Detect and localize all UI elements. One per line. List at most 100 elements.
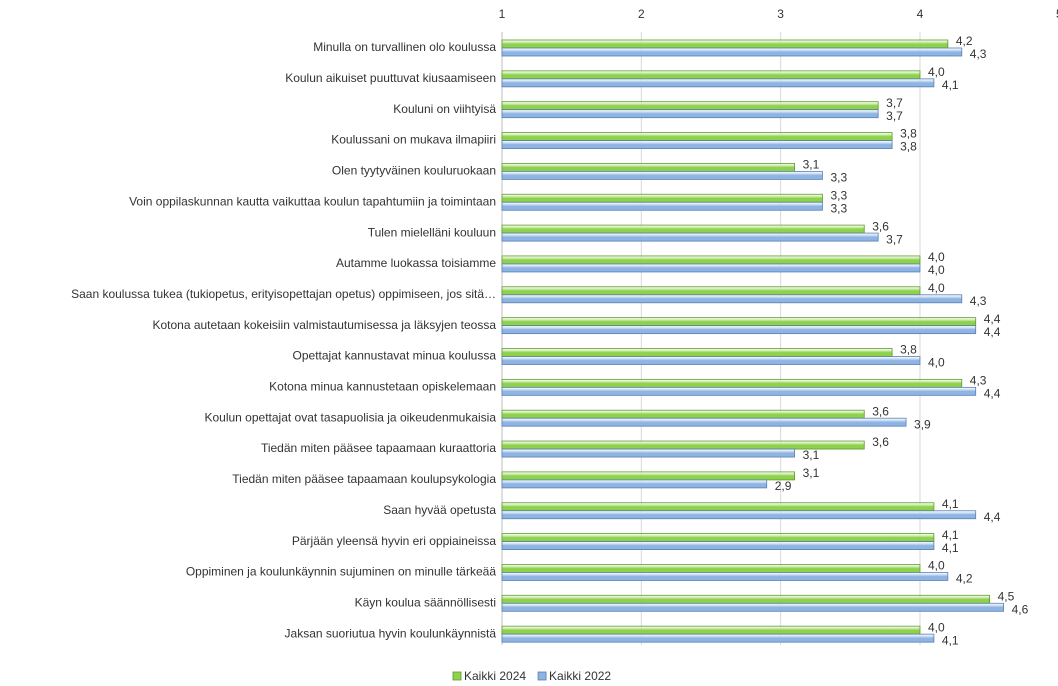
category-label: Opettajat kannustavat minua koulussa bbox=[293, 349, 497, 363]
bar bbox=[501, 572, 949, 581]
value-label: 4,6 bbox=[1012, 602, 1029, 616]
bar bbox=[501, 232, 879, 242]
bar bbox=[501, 78, 935, 88]
value-label: 3,6 bbox=[872, 435, 889, 449]
value-label: 3,8 bbox=[900, 127, 917, 141]
value-label: 4,1 bbox=[942, 528, 959, 542]
category-label: Kotona autetaan kokeisiin valmistautumis… bbox=[152, 318, 496, 332]
value-label: 3,3 bbox=[830, 171, 847, 185]
value-label: 4,4 bbox=[984, 325, 1001, 339]
value-label: 4,0 bbox=[928, 250, 945, 264]
bar bbox=[501, 101, 879, 111]
bar bbox=[501, 356, 921, 365]
bar bbox=[501, 140, 893, 149]
bar bbox=[501, 594, 991, 604]
x-tick-label: 1 bbox=[499, 7, 506, 21]
value-label: 4,3 bbox=[970, 374, 987, 388]
bar bbox=[501, 47, 963, 57]
category-label: Tulen mielelläni kouluun bbox=[368, 225, 496, 239]
value-label: 3,6 bbox=[872, 219, 889, 233]
category-label: Pärjään yleensä hyvin eri oppiaineissa bbox=[292, 534, 496, 548]
value-label: 4,4 bbox=[984, 387, 1001, 401]
category-label: Autamme luokassa toisiamme bbox=[336, 256, 496, 270]
value-label: 4,0 bbox=[928, 620, 945, 634]
bar bbox=[501, 417, 907, 427]
value-label: 4,4 bbox=[984, 312, 1001, 326]
value-label: 2,9 bbox=[775, 479, 792, 493]
category-label: Oppiminen ja koulunkäynnin sujuminen on … bbox=[186, 565, 497, 579]
bar bbox=[501, 378, 963, 388]
value-label: 4,0 bbox=[928, 281, 945, 295]
category-label: Saan hyvää opetusta bbox=[383, 503, 496, 517]
value-label: 3,9 bbox=[914, 417, 931, 431]
bar bbox=[501, 70, 921, 80]
value-label: 3,1 bbox=[803, 158, 820, 172]
value-label: 4,0 bbox=[928, 356, 945, 370]
category-label: Olen tyytyväinen kouluruokaan bbox=[332, 164, 496, 178]
value-label: 4,2 bbox=[956, 34, 973, 48]
bar bbox=[501, 286, 921, 296]
category-label: Saan koulussa tukea (tukiopetus, erityis… bbox=[71, 287, 496, 301]
value-label: 4,0 bbox=[928, 263, 945, 277]
category-label: Tiedän miten pääsee tapaamaan koulupsyko… bbox=[232, 472, 496, 486]
value-label: 4,1 bbox=[942, 497, 959, 511]
value-label: 3,1 bbox=[803, 466, 820, 480]
x-tick-label: 2 bbox=[638, 7, 645, 21]
bar bbox=[501, 448, 795, 458]
category-label: Tiedän miten pääsee tapaamaan kuraattori… bbox=[261, 441, 496, 455]
category-label: Kotona minua kannustetaan opiskelemaan bbox=[269, 380, 496, 394]
legend-label: Kaikki 2024 bbox=[464, 669, 526, 683]
bar bbox=[501, 510, 977, 520]
value-label: 3,7 bbox=[886, 96, 903, 110]
value-label: 4,1 bbox=[942, 633, 959, 647]
category-label: Minulla on turvallinen olo koulussa bbox=[313, 40, 496, 54]
legend-label: Kaikki 2022 bbox=[549, 669, 611, 683]
value-label: 3,3 bbox=[830, 201, 847, 215]
legend-swatch bbox=[537, 671, 547, 681]
bar bbox=[501, 317, 977, 327]
value-label: 3,7 bbox=[886, 232, 903, 246]
bar bbox=[501, 224, 865, 234]
bar bbox=[501, 325, 977, 335]
bar bbox=[501, 386, 977, 396]
value-label: 3,7 bbox=[886, 109, 903, 123]
value-label: 4,3 bbox=[970, 47, 987, 61]
value-label: 3,8 bbox=[900, 140, 917, 154]
bar bbox=[501, 633, 935, 643]
bar bbox=[501, 409, 865, 419]
value-label: 4,2 bbox=[956, 572, 973, 586]
bar bbox=[501, 39, 949, 49]
category-label: Koulun opettajat ovat tasapuolisia ja oi… bbox=[204, 410, 496, 424]
x-tick-label: 5 bbox=[1056, 7, 1058, 21]
bar bbox=[501, 162, 795, 172]
category-label: Voin oppilaskunnan kautta vaikuttaa koul… bbox=[129, 194, 496, 208]
bar bbox=[501, 109, 879, 119]
bar bbox=[501, 348, 893, 357]
value-label: 3,3 bbox=[830, 188, 847, 202]
bar bbox=[501, 564, 921, 573]
bar bbox=[501, 471, 795, 481]
bar bbox=[501, 294, 963, 304]
value-label: 4,1 bbox=[942, 541, 959, 555]
category-label: Koulun aikuiset puuttuvat kiusaamiseen bbox=[285, 71, 496, 85]
value-label: 4,1 bbox=[942, 78, 959, 92]
bar bbox=[501, 170, 823, 180]
value-label: 4,0 bbox=[928, 65, 945, 79]
x-tick-label: 3 bbox=[777, 7, 784, 21]
bar bbox=[501, 263, 921, 273]
category-label: Koulussani on mukava ilmapiiri bbox=[331, 133, 496, 147]
value-label: 4,4 bbox=[984, 510, 1001, 524]
legend-swatch bbox=[452, 671, 462, 681]
bar bbox=[501, 255, 921, 265]
bar bbox=[501, 533, 935, 542]
bar bbox=[501, 541, 935, 550]
bar bbox=[501, 602, 1004, 612]
x-tick-label: 4 bbox=[917, 7, 924, 21]
value-label: 4,0 bbox=[928, 559, 945, 573]
bar bbox=[501, 625, 921, 635]
bar bbox=[501, 502, 935, 512]
value-label: 3,8 bbox=[900, 343, 917, 357]
bar bbox=[501, 193, 823, 203]
bar bbox=[501, 132, 893, 141]
